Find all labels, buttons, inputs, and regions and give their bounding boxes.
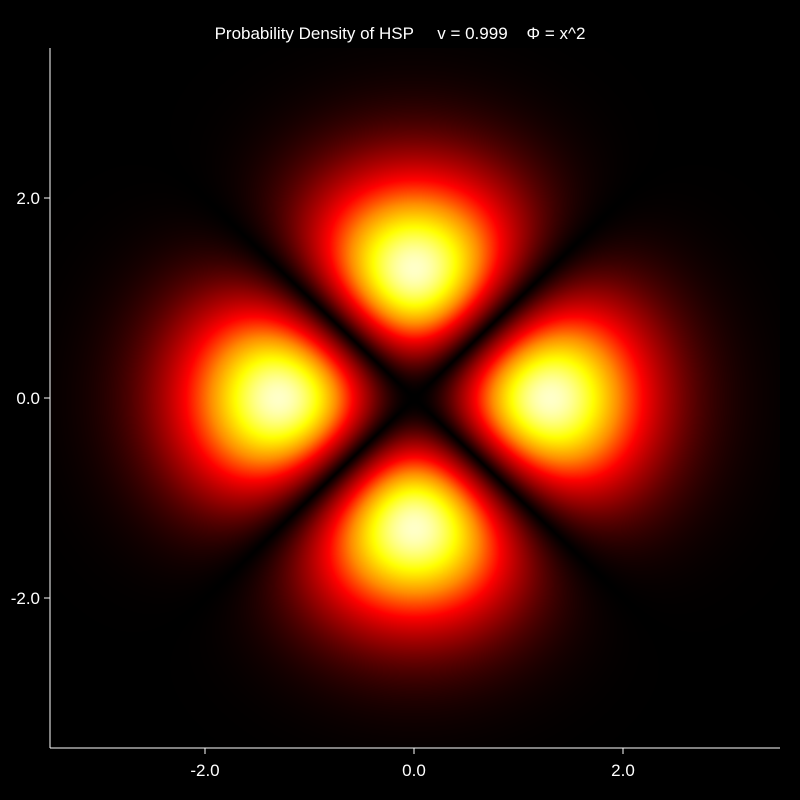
heatmap-image <box>50 48 780 748</box>
x-tick-label-2: 0.0 <box>402 761 426 780</box>
chart-title: Probability Density of HSP v = 0.999 Φ =… <box>214 24 586 43</box>
y-tick-label-1: 2.0 <box>16 189 40 208</box>
heatmap-layer <box>50 48 780 748</box>
y-tick-label-2: 0.0 <box>16 389 40 408</box>
x-tick-label-3: 2.0 <box>611 761 635 780</box>
axes: -2.0 0.0 2.0 2.0 0.0 -2.0 <box>11 48 780 780</box>
x-tick-label-1: -2.0 <box>190 761 219 780</box>
y-tick-label-3: -2.0 <box>11 589 40 608</box>
